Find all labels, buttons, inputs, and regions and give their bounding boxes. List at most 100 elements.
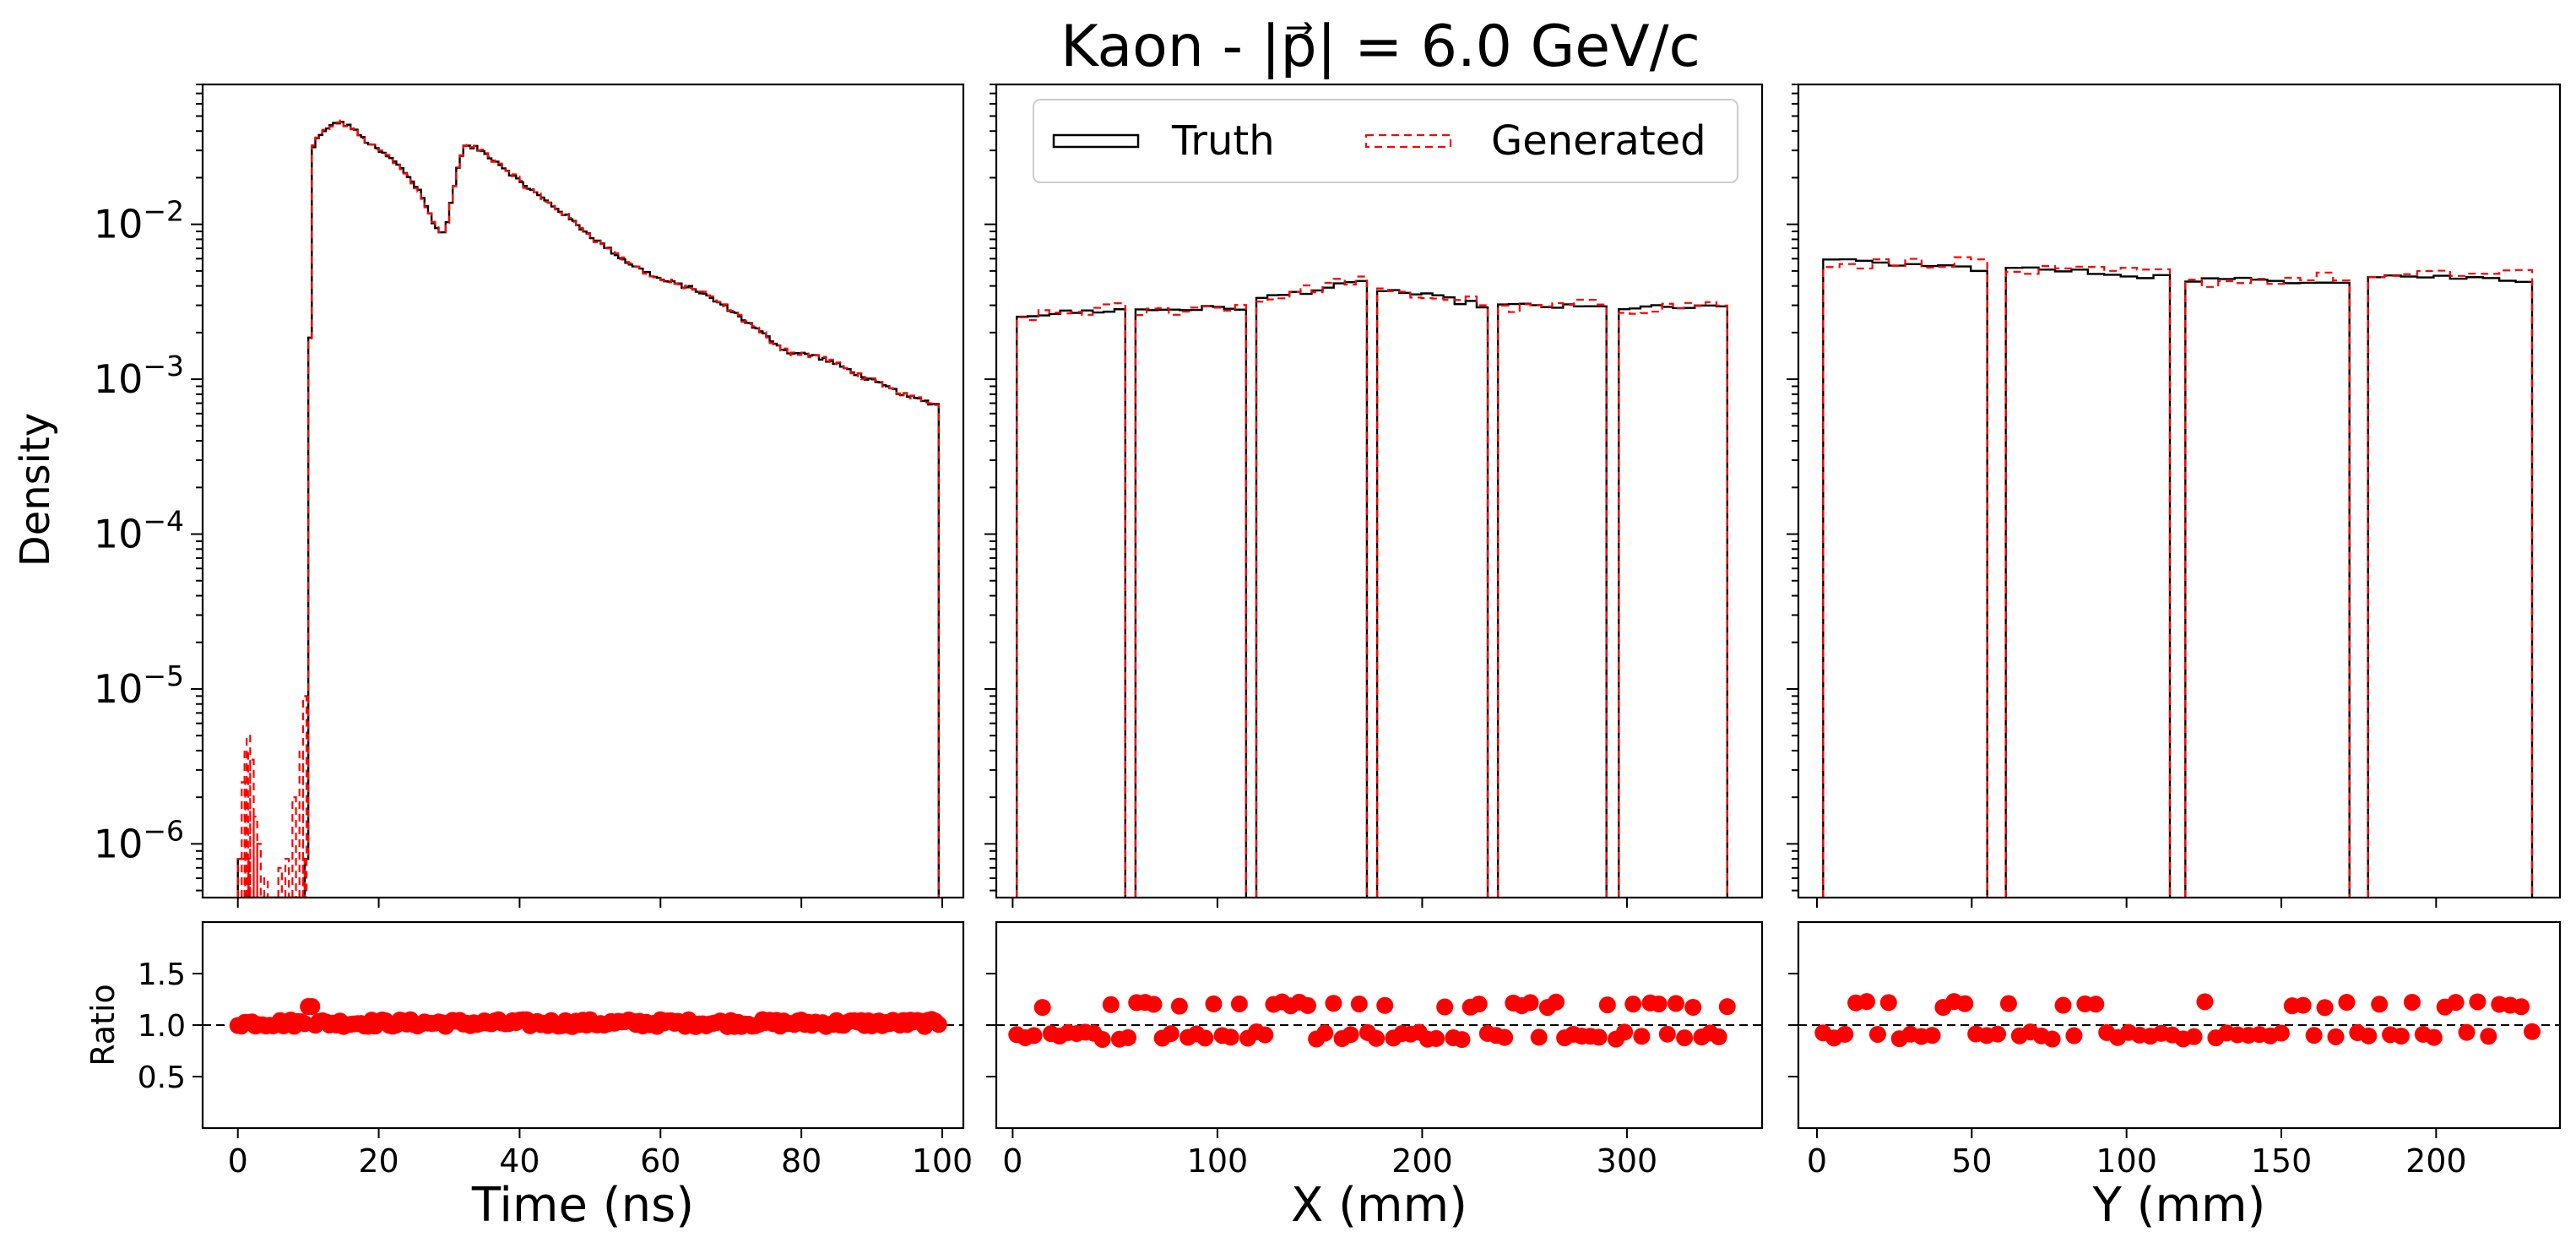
ratio-point (2469, 993, 2487, 1011)
y-axis-ticks (1787, 84, 1798, 892)
legend-generated-label: Generated (1491, 117, 1706, 165)
ratio-point (2065, 1027, 2083, 1045)
panel-2: 0 100 200 300 X (mm) (984, 83, 1764, 1233)
generated-histogram (1822, 256, 2534, 898)
ratio-point (1102, 996, 1120, 1013)
ratio-point (2524, 1023, 2541, 1040)
truth-histogram (236, 121, 940, 898)
ratio-point (1676, 1029, 1694, 1047)
ratio-point (1145, 996, 1163, 1013)
ratio-point (1342, 1026, 1359, 1044)
ratio-point (2272, 1024, 2290, 1042)
ratio-point (1547, 993, 1565, 1011)
ratio-point (2425, 1028, 2443, 1046)
x-tick-label: 20 (358, 1142, 399, 1180)
ratio-point (1368, 1029, 1386, 1047)
ratio-point (2513, 998, 2530, 1016)
ratio-point (1230, 995, 1248, 1012)
ratio-y-tick-label: 1.5 (138, 958, 186, 992)
ratio-point (1633, 1028, 1651, 1045)
truth-histogram (1016, 279, 1728, 898)
ratio-point (1093, 1030, 1111, 1048)
ratio-point (1530, 1028, 1548, 1046)
legend: Truth Generated (1033, 99, 1738, 183)
legend-box (1033, 99, 1738, 183)
ratio-point (1299, 996, 1316, 1014)
ratio-point (1196, 1029, 1214, 1047)
ratio-point (1350, 995, 1368, 1012)
x-tick-label: 80 (781, 1142, 822, 1180)
ratio-point (1453, 1031, 1471, 1049)
x-tick-label: 0 (228, 1142, 248, 1180)
ratio-y-tick-label: 0.5 (138, 1061, 186, 1095)
x-tick-label: 0 (1807, 1142, 1827, 1180)
ratio-point (1667, 995, 1684, 1012)
generated-histogram (236, 119, 940, 898)
x-tick-label: 300 (1597, 1142, 1658, 1180)
x-tick-label: 40 (499, 1142, 540, 1180)
generated-histogram (1016, 275, 1728, 898)
ratio-point (1120, 1028, 1137, 1046)
ratio-point (1025, 1027, 1043, 1045)
y-tick-label: 10−6 (94, 814, 184, 866)
ratio-point (2196, 993, 2214, 1011)
x-tick-label: 200 (2405, 1142, 2467, 1180)
x-tick-label: 100 (912, 1142, 973, 1180)
ratio-point (2087, 996, 2105, 1013)
ratio-point (1879, 994, 1897, 1012)
top-axes-frame (201, 83, 965, 899)
ratio-point (1470, 996, 1488, 1013)
ratio-point (1650, 995, 1668, 1012)
ratio-point (1496, 1028, 1514, 1046)
ratio-point (1325, 995, 1342, 1012)
histogram-lines (1016, 275, 1728, 898)
ratio-point (1033, 999, 1051, 1017)
top-axes-frame (995, 83, 1764, 899)
histogram-lines (236, 119, 940, 898)
ratio-point (1684, 998, 1702, 1016)
ratio-point (1616, 1023, 1634, 1041)
x-tick-label: 150 (2251, 1142, 2313, 1180)
x-tick-label: 100 (1187, 1142, 1249, 1180)
legend-truth-label: Truth (1171, 117, 1275, 165)
ratio-point (2360, 1027, 2378, 1045)
plot-area: 10−6 10−5 10−4 10−3 10−2 0.5 1.0 1.5 Ratio 0 20 40 6… (84, 83, 2562, 1233)
ratio-point (1923, 1027, 1941, 1045)
x-axis-label: Time (ns) (471, 1178, 694, 1233)
y-axis-label: Density (12, 413, 59, 567)
ratio-point (1956, 995, 1974, 1012)
ratio-point (2043, 1030, 2061, 1048)
generated-spikes (241, 695, 308, 898)
y-tick-label: 10−2 (94, 195, 184, 247)
ratio-point (1316, 1024, 1334, 1042)
ratio-point (1658, 1025, 1676, 1043)
y-axis-ticks: 10−6 10−5 10−4 10−3 10−2 (94, 84, 203, 892)
y-axis-ticks (984, 84, 996, 892)
ratio-point (1624, 996, 1642, 1013)
x-tick-label: 0 (1002, 1142, 1022, 1180)
truth-histogram (1822, 258, 2534, 898)
ratio-point (1858, 993, 1876, 1011)
ratio-point (1256, 1026, 1274, 1044)
ratio-points (229, 998, 947, 1035)
x-axis-label: Y (mm) (2092, 1178, 2266, 1233)
ratio-point (1999, 995, 2017, 1012)
top-axes-frame (1797, 83, 2562, 899)
ratio-point (2480, 1028, 2497, 1045)
ratio-point (1590, 1028, 1608, 1046)
ratio-point (1162, 1025, 1180, 1043)
ratio-point (2054, 996, 2072, 1014)
ratio-point (1598, 996, 1616, 1014)
x-tick-label: 60 (640, 1142, 681, 1180)
panel-1: 10−6 10−5 10−4 10−3 10−2 0.5 1.0 1.5 Ratio 0 20 40 6… (84, 83, 973, 1233)
ratio-point (930, 1016, 947, 1034)
ratio-point (1428, 1029, 1445, 1047)
panel-3: 0 50 100 150 200 Y (mm) (1787, 83, 2562, 1233)
ratio-point (1376, 996, 1394, 1014)
ratio-point (1836, 1025, 1854, 1043)
chart-title: Kaon - |p⃗| = 6.0 GeV/c (1060, 14, 1700, 80)
ratio-point (1205, 995, 1223, 1012)
ratio-point (2403, 993, 2421, 1011)
y-tick-label: 10−4 (94, 505, 184, 557)
